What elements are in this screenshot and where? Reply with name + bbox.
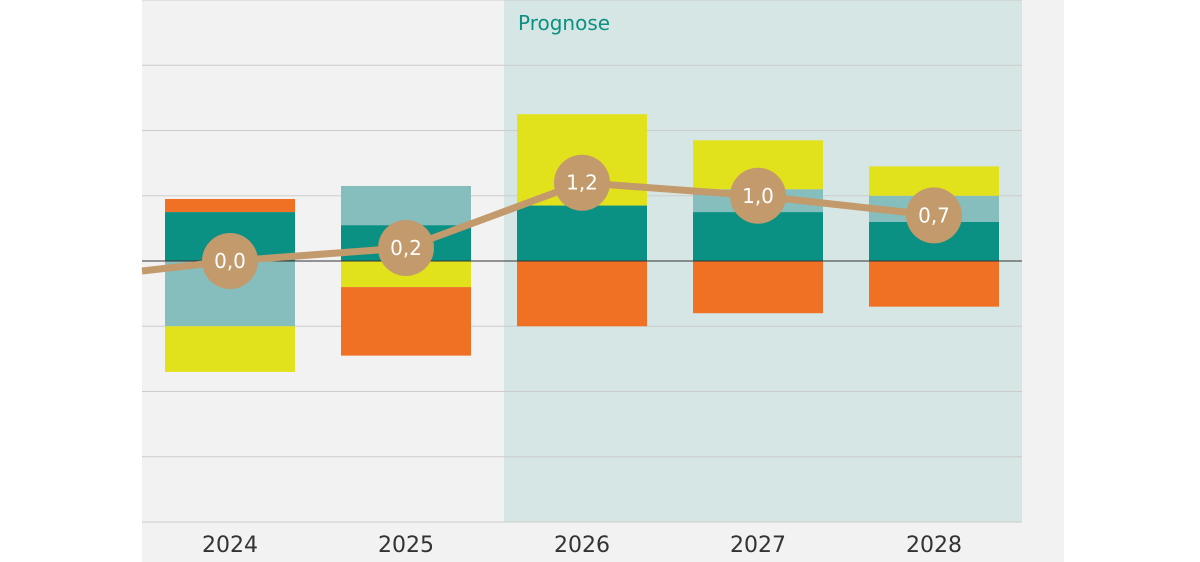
bar-segment-2024-2 <box>165 326 295 372</box>
x-tick-2026: 2026 <box>554 533 610 558</box>
x-tick-2024: 2024 <box>202 533 258 558</box>
bar-segment-2024-3 <box>165 199 295 213</box>
line-series: 0,0 0,2 1,2 1,0 0,7 <box>141 154 962 289</box>
line-point-2027 <box>730 167 786 224</box>
line-point-2026 <box>554 154 610 211</box>
gridlines <box>142 0 1022 523</box>
x-tick-2025: 2025 <box>378 533 434 558</box>
data-label-2027: 1,0 <box>742 184 774 208</box>
line-point-2025 <box>378 219 434 276</box>
data-label-2025: 0,2 <box>390 236 422 260</box>
data-label-2026: 1,2 <box>566 171 598 195</box>
bar-segment-2028-3 <box>869 261 999 307</box>
bar-segment-2026-0 <box>517 205 647 261</box>
forecast-label: Prognose <box>518 11 610 35</box>
line-point-2028 <box>906 187 962 244</box>
bar-segment-2025-3 <box>341 287 471 356</box>
bar-segment-2025-1 <box>341 185 471 226</box>
data-label-2024: 0,0 <box>214 249 246 273</box>
x-tick-2028: 2028 <box>906 533 962 558</box>
data-label-2028: 0,7 <box>918 203 950 227</box>
line-point-2024 <box>202 233 258 289</box>
bar-segment-2027-3 <box>693 261 823 314</box>
x-axis-ticks: 2024 2025 2026 2027 2028 <box>202 533 962 558</box>
x-tick-2027: 2027 <box>730 533 786 558</box>
bar-segment-2026-3 <box>517 261 647 327</box>
